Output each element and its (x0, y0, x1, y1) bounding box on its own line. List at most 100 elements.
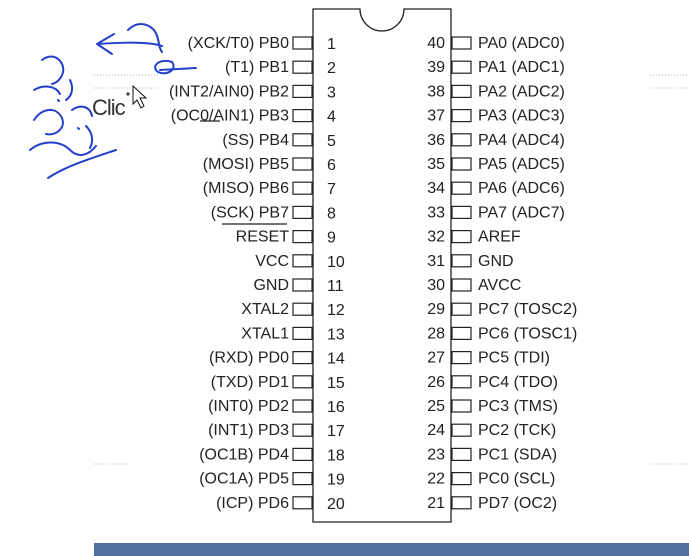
pin-label: (MOSI) PB5 (203, 156, 289, 173)
pin-number: 14 (327, 351, 345, 368)
handwritten-annotation (29, 23, 197, 179)
pin-label: XTAL2 (241, 301, 289, 318)
pin-stub (451, 157, 472, 171)
pin-label: PD7 (OC2) (478, 495, 557, 512)
pin-stub (292, 84, 313, 99)
pin-number: 34 (427, 180, 445, 197)
pin-number: 19 (327, 472, 345, 489)
pin-label: PC1 (SDA) (478, 446, 557, 463)
left-pins: (XCK/T0) PB0 1 (T1) PB1 2 (INT2/AIN0) PB2 3 (O… (169, 35, 345, 513)
pin-label: PC7 (TOSC2) (478, 301, 577, 318)
pin-stub (451, 423, 472, 437)
pin-number: 21 (427, 495, 445, 512)
ink-scribble-3 (33, 105, 93, 136)
pin-number: 11 (327, 278, 344, 295)
pin-number: 37 (427, 108, 445, 125)
pin-stub (292, 423, 313, 437)
pin-stub (451, 399, 472, 413)
pin-label: AVCC (478, 277, 521, 294)
pin-label: (XCK/T0) PB0 (188, 35, 289, 52)
pin-label: (SCK) PB7 (211, 204, 289, 221)
pin-number: 32 (427, 229, 445, 246)
pin-stub (292, 181, 313, 195)
ink-loop (127, 23, 163, 53)
pin-label: (INT0) PD2 (208, 398, 289, 415)
pin-stub (292, 278, 313, 292)
pin-label: (T1) PB1 (225, 59, 289, 76)
ink-dot (57, 99, 80, 130)
background-slide-text: Clic (92, 95, 126, 120)
pin-label: PC5 (TDI) (478, 350, 550, 367)
pin-stub (451, 181, 472, 195)
pin-label: (INT2/AIN0) PB2 (169, 83, 289, 100)
pin-number: 22 (427, 471, 445, 488)
pin-label: (SS) PB4 (222, 132, 289, 149)
pin-stub (451, 496, 472, 510)
pin-stub (451, 36, 472, 50)
pin-number: 6 (327, 157, 336, 174)
pin-number: 38 (427, 83, 445, 100)
pin-label: (INT1) PD3 (208, 422, 289, 439)
pin-stub (292, 205, 313, 219)
pin-stub (292, 496, 313, 510)
pin-stub (451, 375, 472, 389)
pin-number: 30 (427, 277, 445, 294)
ink-scribble-4 (29, 125, 97, 156)
pin-stub (292, 230, 313, 244)
pin-stub (292, 302, 313, 316)
pin-label: XTAL1 (241, 325, 289, 342)
pin-number: 39 (427, 59, 445, 76)
pin-stub (292, 60, 313, 74)
pin-stub (451, 326, 472, 340)
pin-label: PA5 (ADC5) (478, 156, 565, 173)
pin-label: PA3 (ADC3) (478, 108, 565, 125)
pin-label: PA2 (ADC2) (478, 83, 565, 100)
pin-stub (451, 205, 472, 219)
ink-curve (154, 60, 197, 75)
pin-stub (451, 60, 472, 74)
pin-label: PA4 (ADC4) (478, 132, 565, 149)
pin-number: 17 (327, 423, 345, 440)
pin-number: 9 (327, 230, 336, 247)
ink-scribble-2 (33, 79, 74, 101)
pin-number: 36 (427, 132, 445, 149)
pin-stub (451, 447, 472, 461)
pin-number: 23 (427, 446, 445, 463)
pin-number: 16 (327, 399, 345, 416)
pin-stub (292, 375, 313, 389)
pin-number: 2 (327, 60, 336, 77)
pin-number: 12 (327, 302, 345, 319)
pin-label: AREF (478, 229, 521, 246)
ink-scribble-1 (41, 55, 65, 85)
pin-label: GND (253, 277, 289, 294)
pin-label: PC4 (TDO) (478, 374, 558, 391)
pin-label: PC2 (TCK) (478, 422, 556, 439)
pin-stub (292, 399, 313, 413)
right-pins: PA0 (ADC0) 40 PA1 (ADC1) 39 PA2 (ADC2) 38 PA3 … (427, 35, 577, 512)
pin-label: RESET (236, 229, 290, 246)
chip-body (312, 8, 452, 523)
pin-stub (451, 278, 472, 292)
pin-label: PA0 (ADC0) (478, 35, 565, 52)
pin-label: PC3 (TMS) (478, 398, 558, 415)
pin-number: 13 (327, 326, 345, 343)
pin-number: 27 (427, 350, 445, 367)
pin-number: 26 (427, 374, 445, 391)
slide-footer-bar (94, 543, 689, 556)
pin-number: 24 (427, 422, 445, 439)
pin-stub (292, 36, 313, 50)
pin-stub (292, 254, 313, 268)
pin-label: PC6 (TOSC1) (478, 325, 577, 342)
pin-stub (292, 108, 313, 123)
pin-label: PA6 (ADC6) (478, 180, 565, 197)
pin-label: (ICP) PD6 (216, 495, 289, 512)
pin-stub (451, 472, 472, 486)
pin-label: (OC1B) PD4 (199, 446, 289, 463)
pin-stub (292, 133, 313, 147)
pin-label: VCC (255, 253, 289, 270)
pin-number: 15 (327, 375, 345, 392)
pin-label: (OC0/AIN1) PB3 (171, 108, 289, 125)
pin-stub (292, 447, 313, 461)
pin-number: 28 (427, 325, 445, 342)
pin-number: 8 (327, 205, 336, 222)
